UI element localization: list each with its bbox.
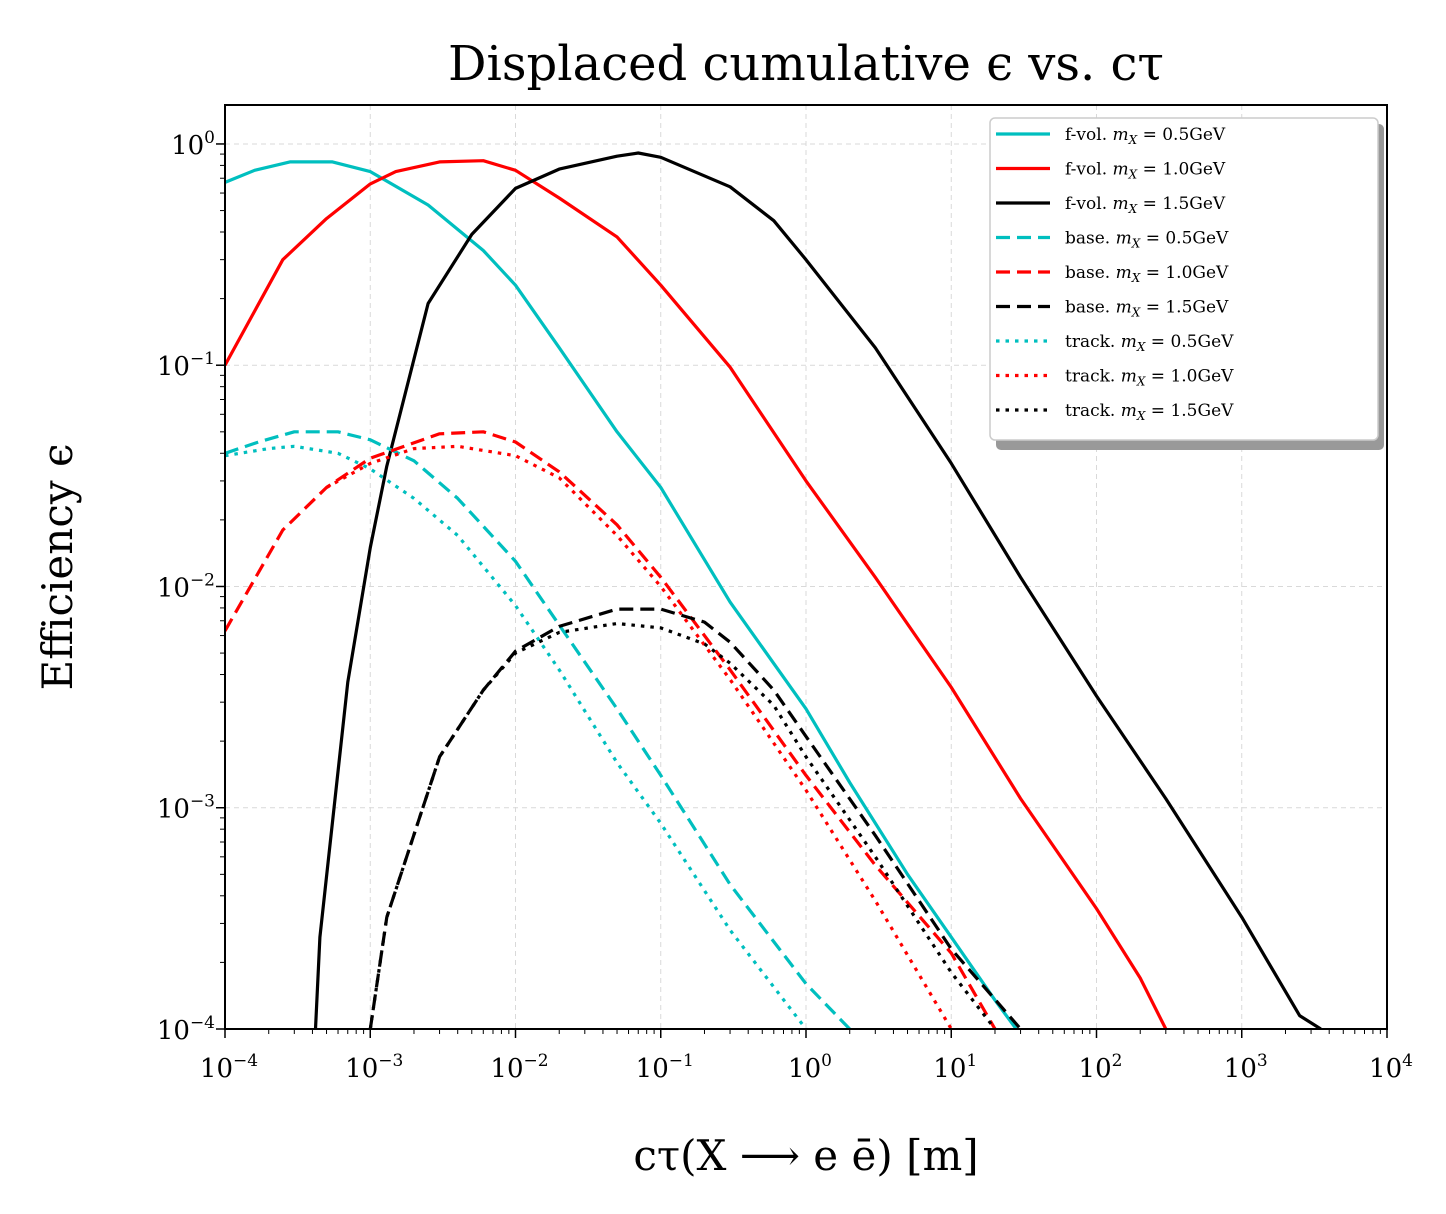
legend-label-5: base. mX = 1.5GeV <box>1065 298 1229 320</box>
legend-label-2: f-vol. mX = 1.5GeV <box>1065 194 1226 216</box>
x-tick-label: 10−4 <box>200 1051 258 1084</box>
x-axis-title: cτ(X ⟶ e ē) [m] <box>633 1131 978 1180</box>
legend-label-7: track. mX = 1.0GeV <box>1065 367 1234 389</box>
x-tick-labels: 10−4 10−3 10−2 10−1 100 101 102 103 104 <box>200 1051 1413 1084</box>
series-line-8 <box>368 621 997 1029</box>
x-tick-label: 103 <box>1224 1051 1268 1084</box>
x-tick-label: 10−2 <box>490 1051 548 1084</box>
major-ticks <box>216 143 1388 1038</box>
x-tick-label: 100 <box>788 1051 832 1084</box>
x-tick-label: 10−1 <box>636 1051 694 1084</box>
legend-label-0: f-vol. mX = 0.5GeV <box>1065 125 1226 147</box>
series-line-5 <box>368 607 1022 1029</box>
legend-label-3: base. mX = 0.5GeV <box>1065 229 1229 251</box>
series-line-4 <box>225 430 997 1029</box>
x-tick-label: 10−3 <box>345 1051 403 1084</box>
legend-box <box>989 117 1379 441</box>
series-line-1 <box>225 159 1168 1029</box>
series-line-2 <box>313 151 1322 1029</box>
x-tick-label: 102 <box>1079 1051 1123 1084</box>
x-tick-label: 101 <box>933 1051 977 1084</box>
series-layer <box>225 151 1322 1029</box>
series-line-3 <box>225 430 851 1029</box>
legend: f-vol. mX = 0.5GeV f-vol. mX = 1.0GeV f-vo… <box>989 117 1384 450</box>
x-tick-label: 104 <box>1369 1051 1413 1084</box>
legend-label-1: f-vol. mX = 1.0GeV <box>1065 160 1226 182</box>
series-line-0 <box>225 160 1018 1029</box>
y-tick-label: 10−3 <box>157 792 215 825</box>
series-line-7 <box>325 444 953 1029</box>
y-tick-label: 10−1 <box>157 349 215 382</box>
y-tick-label: 100 <box>171 128 215 161</box>
chart-title: Displaced cumulative ϵ vs. cτ <box>448 36 1164 92</box>
y-axis-title: Efficiency ϵ <box>33 444 82 691</box>
legend-items: f-vol. mX = 0.5GeV f-vol. mX = 1.0GeV f-vo… <box>996 125 1234 423</box>
legend-label-6: track. mX = 0.5GeV <box>1065 332 1234 354</box>
y-tick-labels: 10−4 10−3 10−2 10−1 100 <box>157 128 215 1046</box>
legend-label-4: base. mX = 1.0GeV <box>1065 263 1229 285</box>
legend-label-8: track. mX = 1.5GeV <box>1065 401 1234 423</box>
y-tick-label: 10−4 <box>157 1013 215 1046</box>
series-line-6 <box>225 444 808 1029</box>
y-tick-label: 10−2 <box>157 570 215 603</box>
